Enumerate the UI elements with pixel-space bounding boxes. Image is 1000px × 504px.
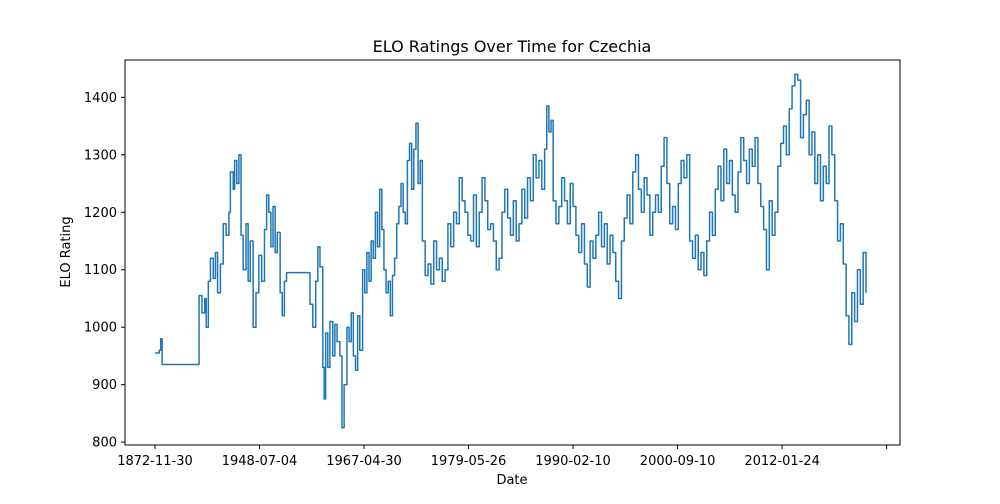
x-tick-label: 1967-04-30 [326, 454, 402, 469]
x-tick-label: 1990-02-10 [535, 454, 611, 469]
plot-area [124, 59, 901, 446]
x-axis: 1872-11-30 1948-07-04 1967-04-30 1979-05-26… [117, 445, 888, 469]
x-tick-label: 2000-09-10 [640, 454, 716, 469]
y-axis: 800 900 1000 1100 1200 1300 1400 [84, 91, 125, 451]
x-axis-label: Date [496, 473, 527, 488]
x-tick-label: 1948-07-04 [222, 454, 298, 469]
y-tick-label: 1100 [84, 263, 117, 278]
series-line [155, 73, 867, 429]
chart-title: ELO Ratings Over Time for Czechia [373, 37, 652, 56]
x-tick-label: 1872-11-30 [117, 454, 193, 469]
y-tick-label: 1300 [84, 148, 117, 163]
x-tick-label: 2012-01-24 [744, 454, 820, 469]
x-tick-label: 1979-05-26 [431, 454, 507, 469]
y-tick-label: 800 [92, 436, 117, 451]
y-tick-label: 1000 [84, 321, 117, 336]
y-tick-label: 1200 [84, 206, 117, 221]
y-tick-label: 1400 [84, 91, 117, 106]
y-tick-label: 900 [92, 378, 117, 393]
y-axis-label: ELO Rating [59, 216, 74, 287]
